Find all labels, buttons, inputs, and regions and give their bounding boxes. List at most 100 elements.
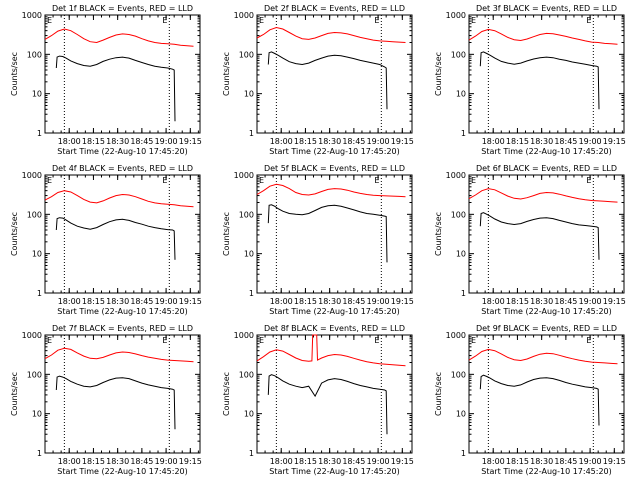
x-tick-label: 18:45 bbox=[342, 297, 365, 306]
y-axis-label: Counts/sec bbox=[434, 372, 443, 416]
lld-series-line bbox=[44, 347, 194, 363]
x-tick-label: 18:15 bbox=[82, 137, 105, 146]
x-tick-label: 19:15 bbox=[179, 457, 202, 466]
x-tick-label: 18:45 bbox=[130, 457, 153, 466]
axes-frame bbox=[468, 14, 625, 134]
y-tick-label: 10 bbox=[456, 250, 466, 259]
x-tick-label: 18:45 bbox=[130, 297, 153, 306]
y-tick-label: 1 bbox=[461, 289, 466, 298]
e-marker-label: E bbox=[47, 176, 52, 185]
y-tick-label: 10 bbox=[456, 90, 466, 99]
x-tick-label: 18:45 bbox=[130, 137, 153, 146]
events-series-line bbox=[479, 374, 600, 426]
e-marker-label: E bbox=[374, 176, 379, 185]
x-tick-label: 19:15 bbox=[391, 297, 414, 306]
x-tick-label: 18:45 bbox=[554, 297, 577, 306]
y-tick-label: 1 bbox=[249, 449, 254, 458]
panel-title: Det 6f BLACK = Events, RED = LLD bbox=[476, 164, 617, 173]
y-axis-label: Counts/sec bbox=[222, 212, 231, 256]
panel-det-6: Det 6f BLACK = Events, RED = LLD 1000 100 1… bbox=[434, 164, 626, 316]
e-marker-label: E bbox=[259, 176, 264, 185]
y-tick-label: 100 bbox=[451, 50, 466, 59]
lld-series-line bbox=[256, 26, 406, 43]
e-marker-label: E bbox=[374, 336, 379, 345]
events-series-line bbox=[267, 204, 388, 263]
panel-title: Det 2f BLACK = Events, RED = LLD bbox=[264, 4, 405, 13]
x-tick-label: 18:30 bbox=[106, 457, 129, 466]
x-tick-label: 18:45 bbox=[342, 137, 365, 146]
e-marker-label: E bbox=[586, 336, 591, 345]
x-tick-label: 18:00 bbox=[58, 297, 81, 306]
panel-title: Det 1f BLACK = Events, RED = LLD bbox=[52, 4, 193, 13]
lld-series-line bbox=[44, 28, 194, 47]
e-marker-label: E bbox=[162, 336, 167, 345]
y-tick-label: 10 bbox=[244, 410, 254, 419]
e-marker-label: E bbox=[586, 16, 591, 25]
panel-det-8: Det 8f BLACK = Events, RED = LLD 1000 100 1… bbox=[222, 324, 414, 476]
lld-series-line bbox=[468, 188, 618, 203]
events-series-line bbox=[55, 55, 176, 122]
events-series-line bbox=[55, 217, 176, 260]
panel-det-4: Det 4f BLACK = Events, RED = LLD 1000 100 1… bbox=[10, 164, 202, 316]
e-marker-label: E bbox=[586, 176, 591, 185]
y-tick-label: 1 bbox=[249, 289, 254, 298]
x-tick-label: 19:00 bbox=[155, 457, 178, 466]
y-tick-label: 10 bbox=[244, 250, 254, 259]
y-tick-label: 1000 bbox=[446, 331, 466, 340]
y-tick-label: 1000 bbox=[446, 171, 466, 180]
lld-series-line bbox=[468, 28, 618, 45]
y-axis-label: Counts/sec bbox=[10, 212, 19, 256]
x-tick-label: 18:45 bbox=[342, 457, 365, 466]
y-tick-label: 100 bbox=[239, 370, 254, 379]
e-marker-label: E bbox=[47, 336, 52, 345]
x-axis-label: Start Time (22-Aug-10 17:45:20) bbox=[481, 147, 612, 156]
x-tick-label: 18:30 bbox=[530, 137, 553, 146]
panel-det-7: Det 7f BLACK = Events, RED = LLD 1000 100 1… bbox=[10, 324, 202, 476]
x-tick-label: 18:45 bbox=[554, 137, 577, 146]
lld-series-line bbox=[44, 190, 194, 208]
panel-title: Det 4f BLACK = Events, RED = LLD bbox=[52, 164, 193, 173]
y-tick-label: 1 bbox=[37, 449, 42, 458]
y-tick-label: 10 bbox=[32, 250, 42, 259]
x-tick-label: 18:15 bbox=[294, 137, 317, 146]
x-tick-label: 18:30 bbox=[318, 137, 341, 146]
panel-title: Det 3f BLACK = Events, RED = LLD bbox=[476, 4, 617, 13]
y-tick-label: 1000 bbox=[22, 331, 42, 340]
panel-det-2: Det 2f BLACK = Events, RED = LLD 1000 100 1… bbox=[222, 4, 414, 156]
y-tick-label: 100 bbox=[239, 210, 254, 219]
y-axis-label: Counts/sec bbox=[10, 372, 19, 416]
x-tick-label: 18:00 bbox=[270, 137, 293, 146]
x-tick-label: 18:15 bbox=[82, 457, 105, 466]
y-tick-label: 1 bbox=[37, 129, 42, 138]
y-axis-label: Counts/sec bbox=[434, 52, 443, 96]
axes-frame bbox=[44, 334, 201, 454]
x-tick-label: 19:00 bbox=[579, 137, 602, 146]
x-tick-label: 19:00 bbox=[367, 137, 390, 146]
y-tick-label: 10 bbox=[244, 90, 254, 99]
x-tick-label: 19:00 bbox=[579, 457, 602, 466]
events-series-line bbox=[55, 375, 176, 430]
x-tick-label: 18:15 bbox=[82, 297, 105, 306]
e-marker-label: E bbox=[471, 336, 476, 345]
e-marker-label: E bbox=[471, 176, 476, 185]
x-tick-label: 18:30 bbox=[530, 457, 553, 466]
y-tick-label: 1000 bbox=[234, 11, 254, 20]
e-marker-label: E bbox=[471, 16, 476, 25]
x-tick-label: 19:15 bbox=[179, 137, 202, 146]
y-tick-label: 100 bbox=[27, 50, 42, 59]
x-tick-label: 18:30 bbox=[530, 297, 553, 306]
y-axis-label: Counts/sec bbox=[222, 372, 231, 416]
y-tick-label: 10 bbox=[32, 410, 42, 419]
panel-det-9: Det 9f BLACK = Events, RED = LLD 1000 100 1… bbox=[434, 324, 626, 476]
e-marker-label: E bbox=[259, 336, 264, 345]
axes-frame bbox=[468, 334, 625, 454]
x-tick-label: 18:45 bbox=[554, 457, 577, 466]
x-tick-label: 18:15 bbox=[506, 297, 529, 306]
x-tick-label: 18:15 bbox=[294, 457, 317, 466]
e-marker-label: E bbox=[47, 16, 52, 25]
lld-series-line bbox=[256, 334, 406, 367]
x-axis-label: Start Time (22-Aug-10 17:45:20) bbox=[481, 467, 612, 476]
e-marker-label: E bbox=[259, 16, 264, 25]
y-tick-label: 1000 bbox=[446, 11, 466, 20]
